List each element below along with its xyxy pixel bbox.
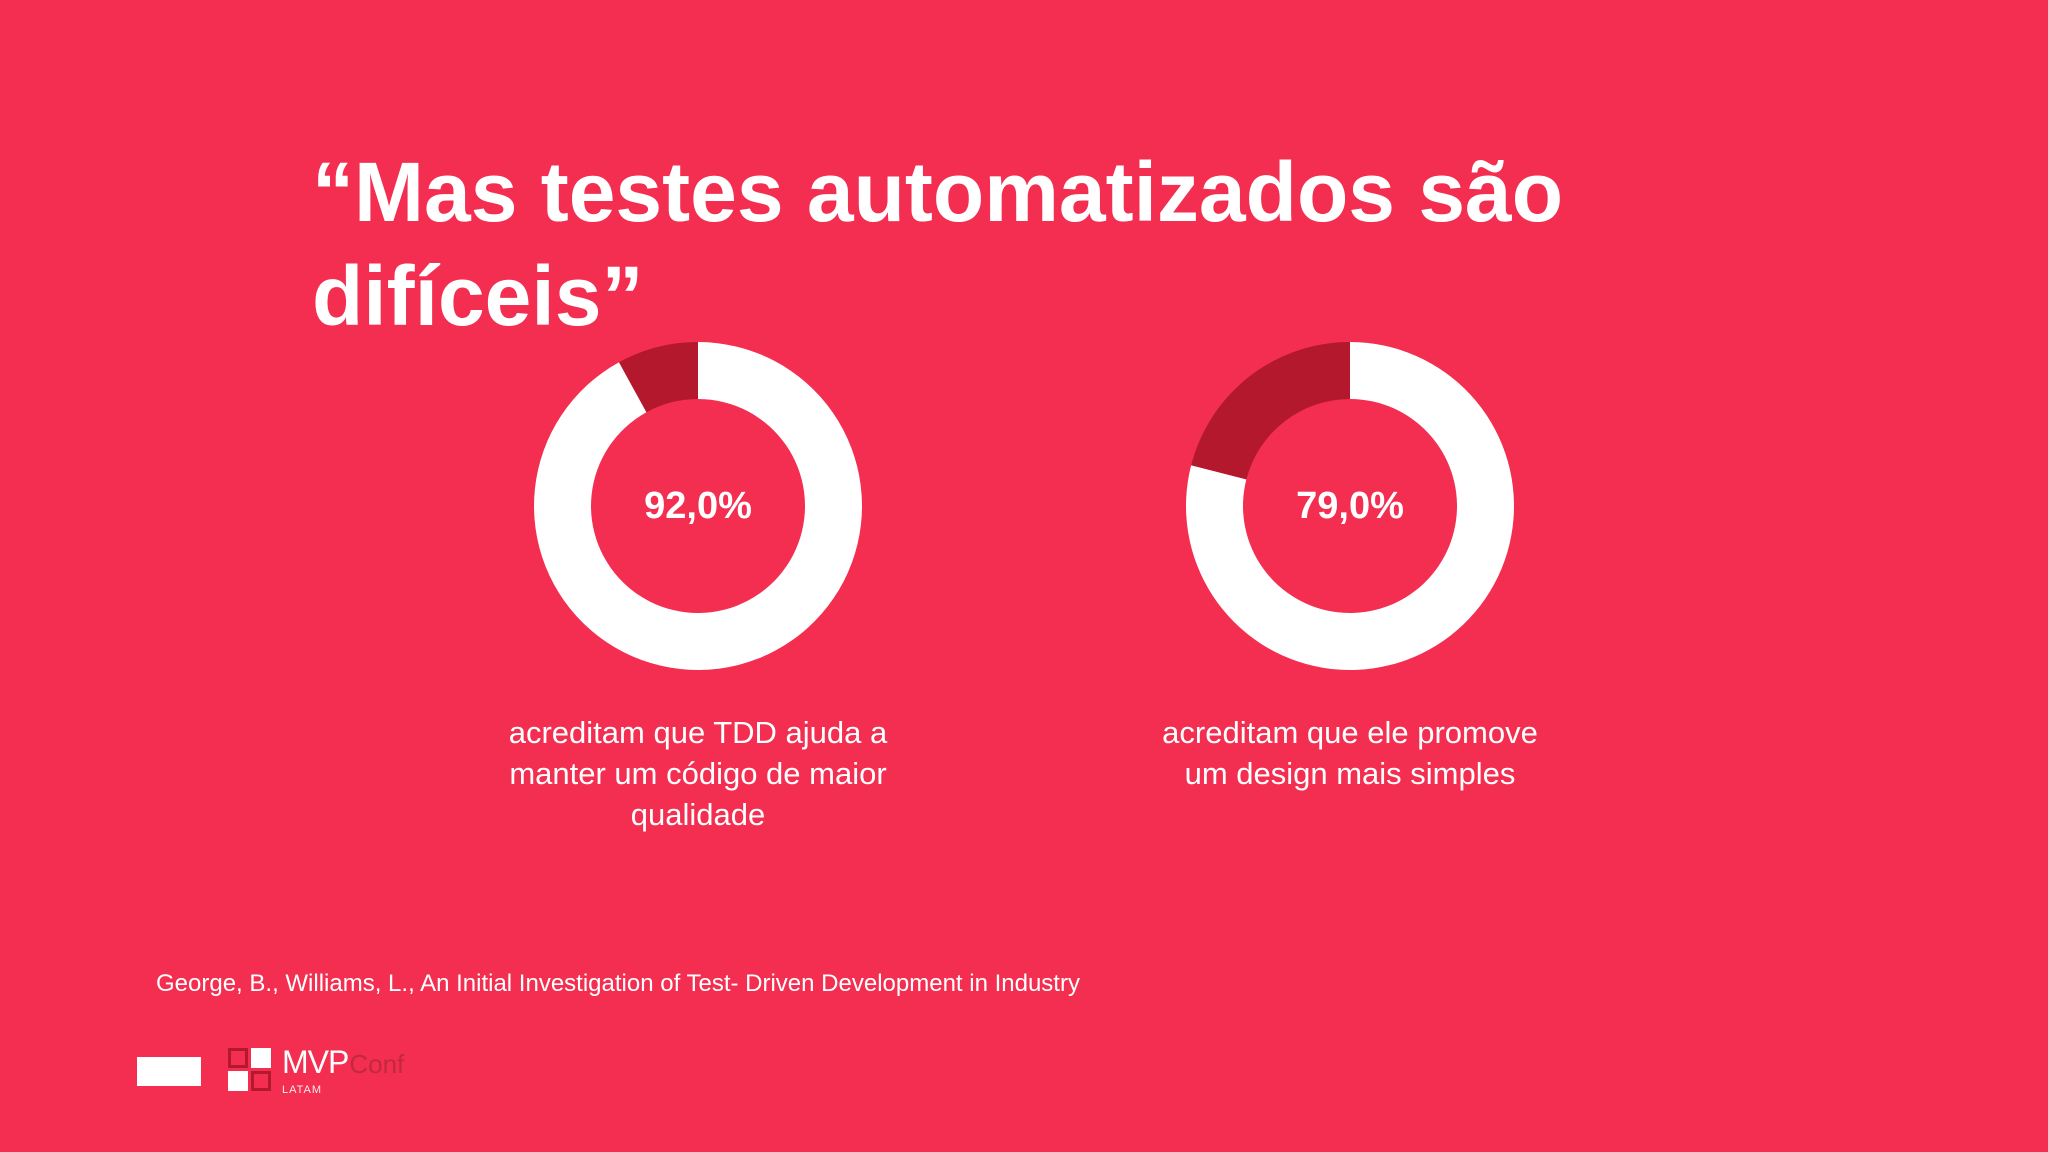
logo-wordmark: MVPConf: [282, 1044, 404, 1081]
donut-segment-remainder: [618, 342, 698, 413]
donut-ring-design: [1186, 342, 1514, 670]
logo-main-text: MVP: [282, 1044, 349, 1080]
logo-sub-text: Conf: [349, 1049, 405, 1079]
donut-segment-remainder: [1191, 342, 1350, 480]
source-citation: George, B., Williams, L., An Initial Inv…: [156, 970, 1080, 997]
footer-white-bar: [137, 1057, 201, 1086]
slide-title: “Mas testes automatizados são difíceis”: [312, 145, 1564, 343]
donut-chart-quality: 92,0% acreditam que TDD ajuda a manter u…: [509, 336, 887, 832]
donut-value-label: 79,0%: [1296, 484, 1404, 527]
donut-segment-value: [1186, 342, 1514, 670]
donut-chart-design: 79,0% acreditam que ele promove um desig…: [1162, 336, 1538, 791]
donut-segment-value: [534, 342, 862, 670]
donut-caption: acreditam que TDD ajuda a manter um códi…: [508, 715, 888, 832]
mvpconf-logo: MVPConf LATAM: [228, 1044, 448, 1098]
donut-caption: acreditam que ele promove um design mais…: [1162, 715, 1538, 791]
logo-region-text: LATAM: [282, 1084, 323, 1096]
donut-ring-quality: [534, 342, 862, 670]
donut-value-label: 92,0%: [644, 484, 752, 527]
mvpconf-logo-mark-icon: [228, 1048, 274, 1094]
